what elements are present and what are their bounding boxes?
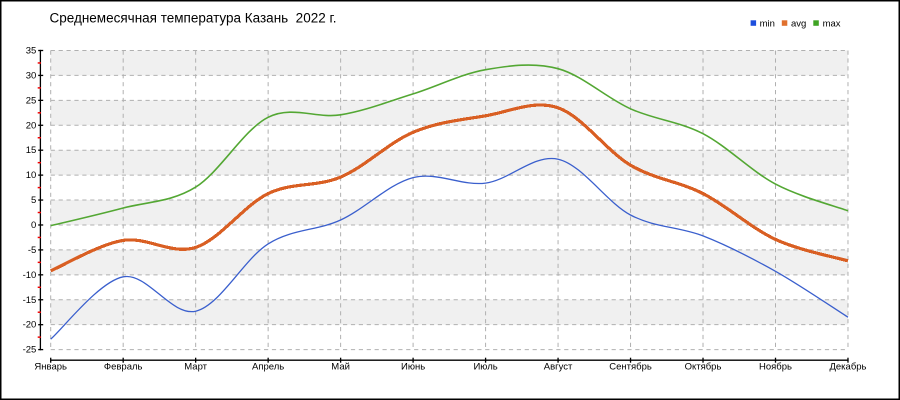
svg-text:Июнь: Июнь: [401, 362, 425, 373]
svg-text:Октябрь: Октябрь: [685, 362, 722, 373]
svg-text:-25: -25: [23, 345, 37, 356]
svg-text:Август: Август: [544, 362, 573, 373]
svg-text:Ноябрь: Ноябрь: [759, 362, 792, 373]
svg-text:Сентябрь: Сентябрь: [609, 362, 652, 373]
svg-text:Март: Март: [184, 362, 207, 373]
svg-text:avg: avg: [791, 18, 806, 29]
svg-text:15: 15: [26, 145, 37, 156]
svg-text:-10: -10: [23, 270, 37, 281]
svg-text:35: 35: [26, 46, 37, 57]
svg-text:min: min: [760, 18, 775, 29]
svg-text:-15: -15: [23, 295, 37, 306]
svg-text:max: max: [823, 18, 841, 29]
svg-text:5: 5: [31, 195, 36, 206]
svg-text:25: 25: [26, 95, 37, 106]
svg-text:0: 0: [31, 220, 36, 231]
svg-text:10: 10: [26, 170, 37, 181]
svg-text:Январь: Январь: [34, 362, 67, 373]
svg-text:Декабрь: Декабрь: [829, 362, 866, 373]
svg-text:Февраль: Февраль: [104, 362, 143, 373]
svg-text:Среднемесячная температура Каз: Среднемесячная температура Казань 2022 г…: [50, 10, 337, 25]
svg-text:20: 20: [26, 120, 37, 131]
svg-text:30: 30: [26, 70, 37, 81]
svg-text:Апрель: Апрель: [252, 362, 284, 373]
svg-text:Май: Май: [331, 362, 350, 373]
svg-text:-20: -20: [23, 320, 37, 331]
svg-text:Июль: Июль: [473, 362, 497, 373]
svg-text:-5: -5: [28, 245, 36, 256]
